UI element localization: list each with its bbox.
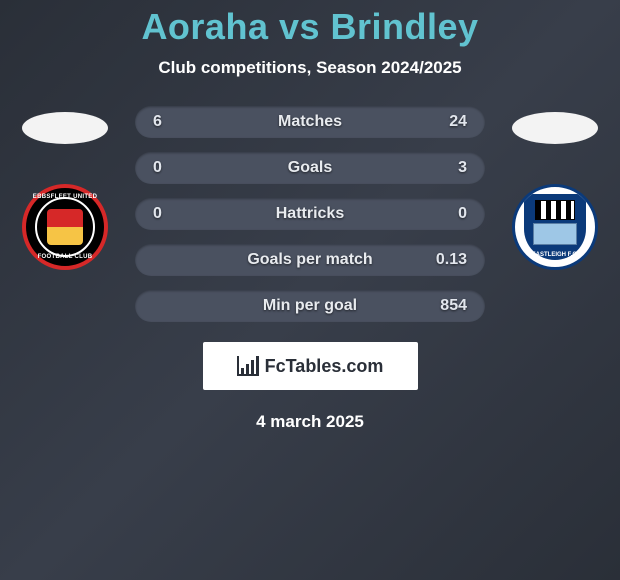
page-title: Aoraha vs Brindley — [141, 6, 478, 48]
stat-row-min-per-goal: Min per goal 854 — [135, 290, 485, 322]
badge-right-crest — [535, 200, 575, 220]
page-subtitle: Club competitions, Season 2024/2025 — [158, 58, 461, 78]
club-badge-right[interactable]: EASTLEIGH F.C. — [512, 184, 598, 270]
date-label: 4 march 2025 — [256, 412, 364, 432]
stats-column: 6 Matches 24 0 Goals 3 0 Hattricks 0 Goa… — [135, 106, 485, 322]
badge-left-text-top: EBBSFLEET UNITED — [26, 194, 104, 200]
comparison-row: EBBSFLEET UNITED FOOTBALL CLUB 6 Matches… — [0, 106, 620, 322]
site-logo-text: FcTables.com — [265, 356, 384, 377]
stat-row-goals: 0 Goals 3 — [135, 152, 485, 184]
stat-right-value: 3 — [427, 159, 467, 177]
player-left-photo — [22, 112, 108, 144]
player-left-column: EBBSFLEET UNITED FOOTBALL CLUB — [5, 106, 125, 270]
badge-left-text: EBBSFLEET UNITED FOOTBALL CLUB — [26, 188, 104, 266]
stat-right-value: 24 — [427, 113, 467, 131]
stat-row-hattricks: 0 Hattricks 0 — [135, 198, 485, 230]
bar-chart-icon — [237, 356, 259, 376]
stat-row-goals-per-match: Goals per match 0.13 — [135, 244, 485, 276]
badge-left-text-bottom: FOOTBALL CLUB — [26, 254, 104, 260]
root: Aoraha vs Brindley Club competitions, Se… — [0, 0, 620, 432]
site-logo[interactable]: FcTables.com — [203, 342, 418, 390]
player-right-column: EASTLEIGH F.C. — [495, 106, 615, 270]
badge-right-shield: EASTLEIGH F.C. — [524, 194, 586, 260]
badge-right-text: EASTLEIGH F.C. — [524, 252, 586, 258]
player-right-photo — [512, 112, 598, 144]
stat-right-value: 0.13 — [427, 251, 467, 269]
stat-right-value: 854 — [427, 297, 467, 315]
stat-row-matches: 6 Matches 24 — [135, 106, 485, 138]
club-badge-left[interactable]: EBBSFLEET UNITED FOOTBALL CLUB — [22, 184, 108, 270]
stat-right-value: 0 — [427, 205, 467, 223]
badge-right-building — [533, 223, 577, 245]
